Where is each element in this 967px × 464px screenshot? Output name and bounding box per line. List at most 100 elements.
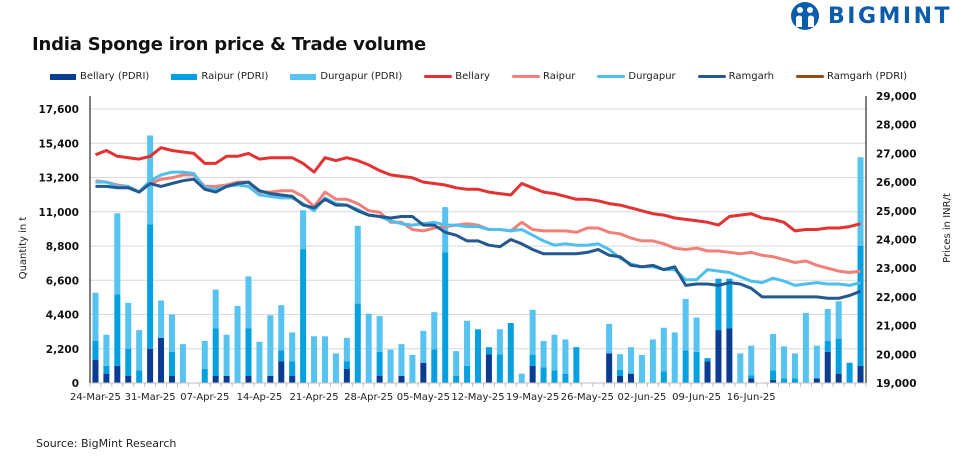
bar-durgapur-pdri — [256, 341, 263, 383]
bar-durgapur-pdri — [223, 334, 230, 376]
bar-raipur-pdri — [300, 249, 307, 383]
x-tick-label: 12-May-25 — [451, 392, 504, 403]
bar-durgapur-pdri — [234, 305, 241, 383]
bar-raipur-pdri — [168, 351, 175, 376]
bar-durgapur-pdri — [606, 323, 613, 354]
bar-durgapur-pdri — [343, 337, 350, 362]
bar-durgapur-pdri — [103, 334, 110, 366]
bar-bellary-pdri — [529, 365, 536, 383]
legend-label: Bellary (PDRI) — [80, 71, 150, 82]
bar-durgapur-pdri — [857, 157, 864, 246]
bar-bellary-pdri — [770, 379, 777, 383]
bar-bellary-pdri — [835, 373, 842, 383]
bar-durgapur-pdri — [442, 207, 449, 253]
brand-name: BIGMINT — [828, 3, 953, 29]
bar-bellary-pdri — [289, 375, 296, 383]
bar-bellary-pdri — [168, 375, 175, 383]
bar-durgapur-pdri — [737, 353, 744, 383]
bar-raipur-pdri — [846, 362, 853, 383]
bar-raipur-pdri — [125, 348, 132, 376]
bar-raipur-pdri — [278, 350, 285, 362]
bar-durgapur-pdri — [770, 333, 777, 371]
legend-swatch — [697, 75, 726, 78]
y-right-tick-label: 28,000 — [876, 120, 917, 132]
bar-bellary-pdri — [628, 373, 635, 383]
bar-raipur-pdri — [791, 378, 798, 383]
bar-bellary-pdri — [245, 375, 252, 383]
bar-raipur-pdri — [453, 375, 460, 383]
y-right-tick-label: 27,000 — [876, 148, 917, 160]
bar-bellary-pdri — [223, 375, 230, 383]
bar-bellary-pdri — [103, 373, 110, 383]
legend-label: Durgapur (PDRI) — [320, 71, 403, 82]
bar-raipur-pdri — [92, 340, 99, 360]
bar-raipur-pdri — [376, 351, 383, 376]
legend-label: Raipur — [542, 71, 576, 82]
bar-durgapur-pdri — [496, 329, 503, 355]
x-tick-label: 14-Ap-25 — [237, 392, 283, 403]
bar-durgapur-pdri — [682, 298, 689, 351]
y-left-tick-label: 0 — [72, 378, 79, 390]
legend-item: Raipur — [511, 71, 576, 82]
y-left-tick-label: 6,600 — [46, 275, 79, 287]
bar-raipur-pdri — [617, 369, 624, 376]
y-right-tick-label: 23,000 — [876, 263, 917, 275]
y-right-tick-label: 20,000 — [876, 349, 917, 361]
bar-durgapur-pdri — [813, 345, 820, 379]
bar-durgapur-pdri — [562, 339, 569, 374]
bar-durgapur-pdri — [354, 225, 361, 304]
bar-raipur-pdri — [289, 361, 296, 376]
bar-durgapur-pdri — [529, 309, 536, 355]
bar-bellary-pdri — [158, 337, 165, 383]
y-left-axis-title: Quantity in t — [18, 217, 29, 280]
legend-swatch — [290, 73, 317, 80]
bar-durgapur-pdri — [835, 301, 842, 339]
bar-bellary-pdri — [726, 328, 733, 383]
bar-bellary-pdri — [92, 359, 99, 383]
bar-raipur-pdri — [485, 347, 492, 355]
y-right-tick-label: 29,000 — [876, 91, 917, 103]
bar-bellary-pdri — [704, 361, 711, 383]
bar-bellary-pdri — [715, 330, 722, 383]
bar-durgapur-pdri — [168, 314, 175, 352]
brand-logo: BIGMINT — [788, 0, 952, 32]
bar-raipur-pdri — [147, 224, 154, 349]
bar-raipur-pdri — [693, 351, 700, 383]
bar-bellary-pdri — [824, 351, 831, 383]
bar-durgapur-pdri — [464, 320, 471, 366]
bar-durgapur-pdri — [748, 345, 755, 376]
bar-durgapur-pdri — [201, 340, 208, 369]
y-left-tick-label: 15,400 — [38, 138, 79, 150]
x-tick-label: 02-Jun-25 — [618, 392, 667, 403]
bar-raipur-pdri — [573, 347, 580, 383]
y-right-axis-title: Prices in INR/t — [942, 193, 953, 263]
x-tick-label: 16-Jun-25 — [727, 392, 776, 403]
legend-swatch — [50, 73, 76, 80]
bar-durgapur-pdri — [617, 354, 624, 370]
bar-raipur-pdri — [442, 252, 449, 383]
bar-raipur-pdri — [354, 303, 361, 383]
bar-durgapur-pdri — [453, 351, 460, 376]
bar-bellary-pdri — [376, 375, 383, 383]
bar-durgapur-pdri — [179, 344, 186, 383]
bar-raipur-pdri — [781, 378, 788, 383]
bar-raipur-pdri — [540, 367, 547, 383]
legend-label: Raipur (PDRI) — [201, 71, 269, 82]
bar-durgapur-pdri — [376, 316, 383, 352]
bar-raipur-pdri — [857, 246, 864, 366]
bar-raipur-pdri — [562, 373, 569, 383]
bar-bellary-pdri — [420, 362, 427, 383]
bar-raipur-pdri — [715, 278, 722, 331]
bar-durgapur-pdri — [693, 317, 700, 352]
x-tick-label: 09-Jun-25 — [672, 392, 721, 403]
bar-durgapur-pdri — [267, 315, 274, 376]
bar-bellary-pdri — [398, 375, 405, 383]
legend-item: Durgapur (PDRI) — [290, 71, 402, 82]
bar-durgapur-pdri — [136, 330, 143, 371]
bar-raipur-pdri — [464, 365, 471, 383]
legend-swatch — [171, 73, 198, 80]
bar-raipur-pdri — [726, 278, 733, 329]
bar-durgapur-pdri — [321, 336, 328, 383]
x-tick-label: 31-Mar-25 — [125, 392, 176, 403]
bar-durgapur-pdri — [781, 346, 788, 379]
